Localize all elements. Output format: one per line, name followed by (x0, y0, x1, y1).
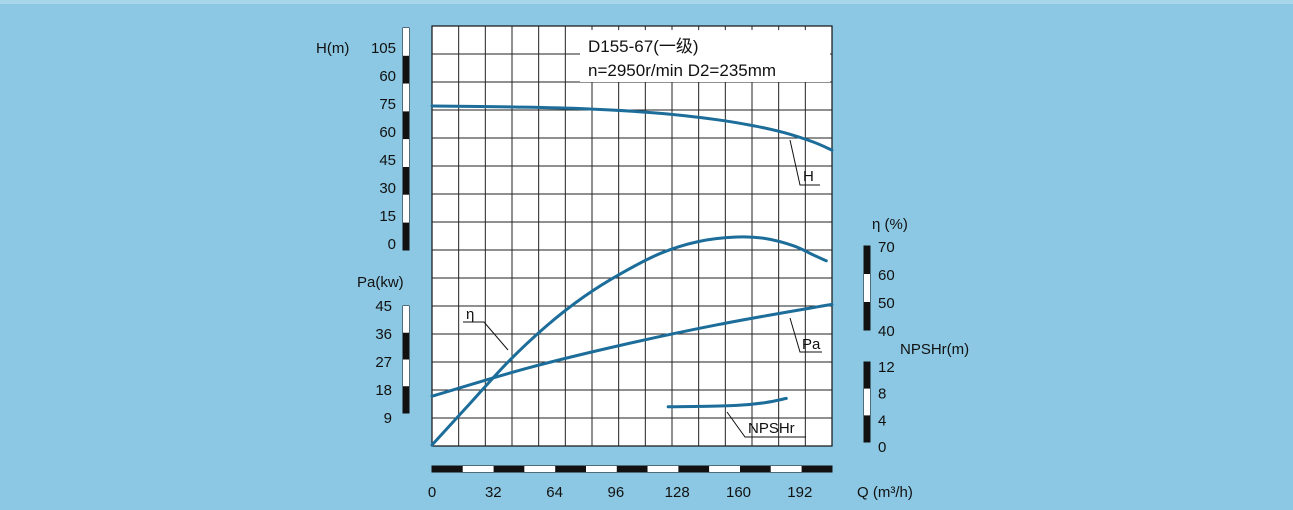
h-tick-label: 75 (379, 96, 396, 113)
h-axis-label: H(m) (316, 40, 349, 57)
h-scale-bar-segment (403, 111, 409, 140)
callout-eta: η (466, 306, 474, 323)
eta-tick-label: 40 (878, 323, 895, 340)
pa-tick-label: 45 (375, 298, 392, 315)
chart-subtitle: n=2950r/min D2=235mm (588, 61, 776, 80)
h-tick-label: 30 (379, 180, 396, 197)
pa-scale-bar-segment (403, 306, 409, 333)
h-scale-bar-segment (403, 222, 409, 250)
q-scale-bar-segment (555, 466, 586, 472)
pa-tick-label: 9 (384, 410, 392, 427)
npshr-tick-label: 8 (878, 386, 886, 403)
callout-npshr-leader (726, 411, 806, 438)
npshr-scale-bar-segment (864, 362, 870, 389)
eta-tick-label: 50 (878, 295, 895, 312)
curve-eta (430, 235, 828, 447)
eta-scale-bar-segment (864, 274, 870, 302)
h-scale-bar-segment (403, 83, 409, 112)
title-box (580, 30, 830, 82)
pa-scale-bar-segment (403, 332, 409, 360)
callout-npshr: NPSHr (748, 420, 795, 437)
h-tick-label: 60 (379, 124, 396, 141)
h-tick-label: 15 (379, 208, 396, 225)
q-tick-label: 32 (485, 484, 502, 501)
q-scale-bar-segment (616, 466, 648, 472)
h-tick-label: 0 (388, 236, 396, 253)
eta-axis-label: η (%) (872, 216, 908, 233)
q-axis-label: Q (m³/h) (857, 484, 913, 501)
pa-tick-label: 27 (375, 354, 392, 371)
q-scale-bar-segment (678, 466, 710, 472)
q-tick-label: 192 (787, 484, 812, 501)
q-scale-bar-segment (462, 466, 494, 472)
eta-scale-bar-segment (864, 302, 870, 330)
callout-h-leader (789, 139, 820, 186)
h-tick-label: 60 (379, 68, 396, 85)
pa-axis-label: Pa(kw) (357, 274, 404, 291)
q-scale-bar-segment (432, 466, 463, 472)
npshr-scale-bar-segment (864, 388, 870, 416)
top-border (0, 0, 1293, 4)
npshr-tick-label: 4 (878, 412, 886, 429)
q-scale-bar-segment (770, 466, 802, 472)
plot-frame (431, 25, 833, 447)
q-tick-label: 0 (428, 484, 436, 501)
callout-h: H (803, 168, 814, 185)
scale-bars (402, 27, 871, 473)
callout-pa-leader (789, 317, 822, 353)
h-scale-bar-segment (403, 167, 409, 195)
eta-tick-label: 60 (878, 267, 895, 284)
pa-scale-bar-segment (403, 386, 409, 413)
npshr-axis-label: NPSHr(m) (900, 341, 969, 358)
q-scale-bar-segment (709, 466, 740, 472)
q-tick-label: 128 (665, 484, 690, 501)
q-tick-label: 96 (608, 484, 625, 501)
plot-area (431, 25, 833, 447)
curve-h (430, 104, 834, 152)
chart-title: D155-67(一级) (588, 37, 699, 56)
pa-scale-bar-segment (403, 359, 409, 387)
q-scale-bar-segment (524, 466, 556, 472)
pa-tick-label: 36 (375, 326, 392, 343)
h-tick-label: 45 (379, 152, 396, 169)
h-scale-bar-segment (403, 55, 409, 84)
npshr-tick-label: 0 (878, 439, 886, 456)
curve-callouts: H η Pa NPSHr (463, 139, 822, 438)
q-scale-bar-segment (493, 466, 525, 472)
callout-eta-leader (463, 321, 509, 351)
q-scale-bar-segment (801, 466, 832, 472)
q-tick-label: 64 (546, 484, 563, 501)
q-scale-bar-segment (586, 466, 617, 472)
q-tick-label: 160 (726, 484, 751, 501)
q-scale-bar-segment (740, 466, 771, 472)
eta-scale-bar-segment (864, 246, 870, 274)
eta-tick-label: 70 (878, 239, 895, 256)
pa-tick-label: 18 (375, 382, 392, 399)
curve-pa (430, 302, 834, 398)
curve-npshr (666, 396, 788, 409)
h-scale-bar-segment (403, 139, 409, 167)
q-scale-bar-segment (647, 466, 679, 472)
npshr-scale-bar-segment (864, 415, 870, 442)
npshr-tick-label: 12 (878, 359, 895, 376)
h-scale-bar-segment (403, 194, 409, 223)
h-tick-label: 105 (371, 40, 396, 57)
curves (430, 104, 834, 447)
callout-pa: Pa (802, 336, 821, 353)
h-scale-bar-segment (403, 28, 409, 56)
